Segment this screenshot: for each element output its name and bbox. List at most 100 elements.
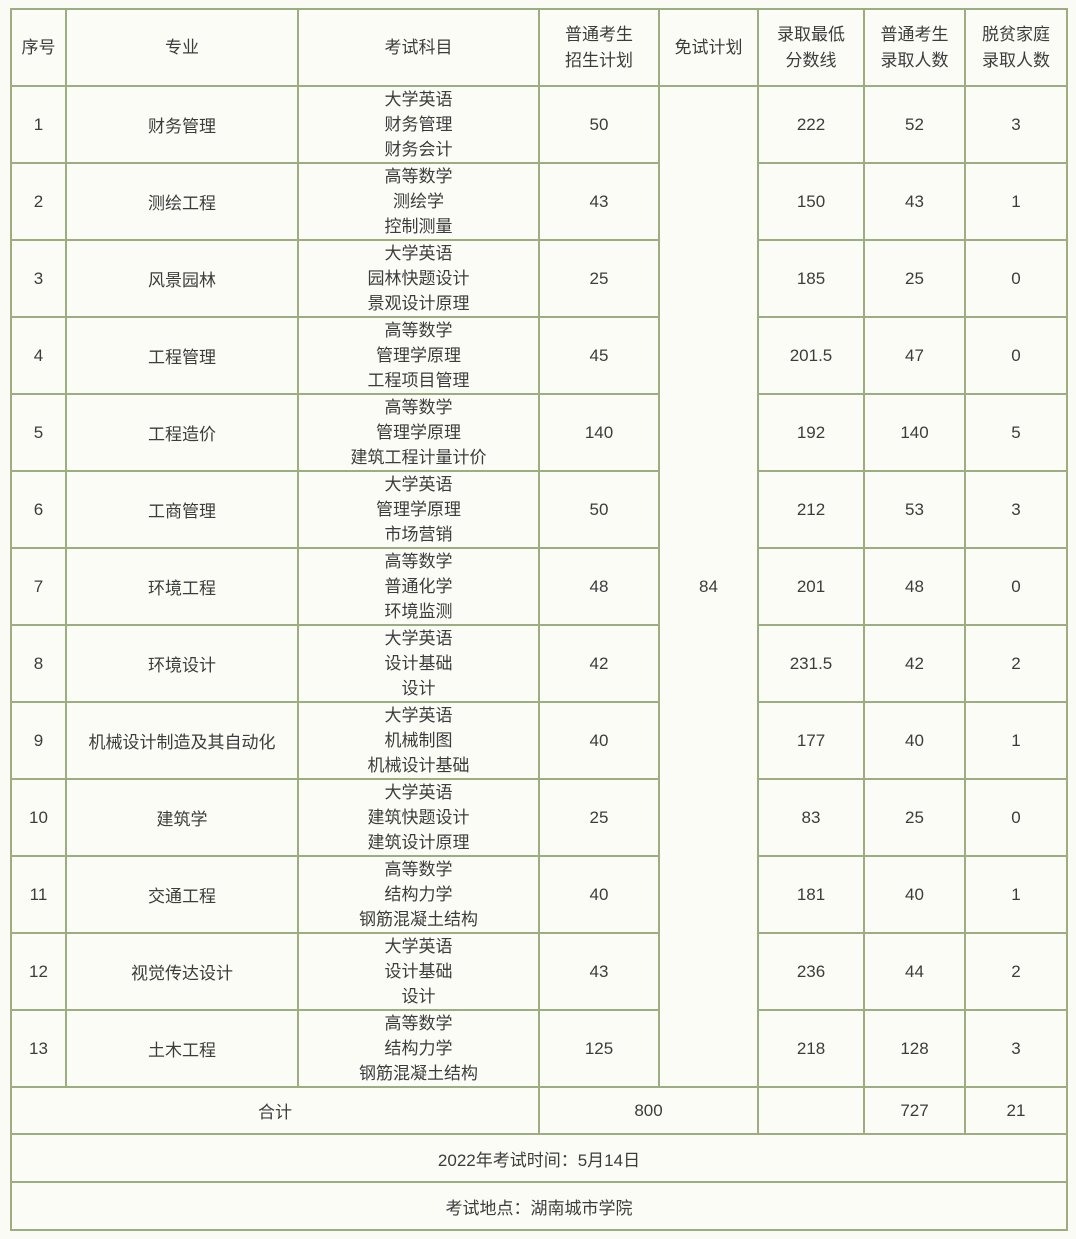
major-cell: 工商管理	[65, 470, 299, 549]
header-line: 分数线	[785, 50, 837, 70]
subject-line: 大学英语	[384, 629, 453, 648]
subject-line: 建筑工程计量计价	[350, 448, 487, 467]
poverty-cell: 0	[964, 239, 1068, 318]
major-cell: 交通工程	[65, 855, 299, 934]
header-min-score: 录取最低 分数线	[757, 8, 865, 87]
min-score-cell: 231.5	[757, 624, 865, 703]
no-cell: 5	[10, 393, 67, 472]
min-score-cell: 212	[757, 470, 865, 549]
subject-line: 高等数学	[384, 398, 453, 417]
major-cell: 环境工程	[65, 547, 299, 626]
admitted-cell: 25	[863, 778, 966, 857]
no-cell: 7	[10, 547, 67, 626]
admitted-cell: 40	[863, 701, 966, 780]
header-line: 录取最低	[777, 24, 845, 44]
min-score-cell: 185	[757, 239, 865, 318]
plan-cell: 25	[538, 239, 660, 318]
min-score-cell: 222	[757, 85, 865, 164]
subject-line: 管理学原理	[376, 346, 461, 365]
header-subjects: 考试科目	[297, 8, 540, 87]
table-row: 4 工程管理 高等数学 管理学原理 工程项目管理 45 201.5 47 0	[10, 316, 1068, 395]
subject-line: 设计	[401, 679, 436, 698]
subject-line: 大学英语	[384, 90, 453, 109]
header-line: 招生计划	[565, 50, 633, 70]
subject-line: 大学英语	[384, 244, 453, 263]
major-cell: 财务管理	[65, 85, 299, 164]
subject-line: 市场营销	[384, 525, 453, 544]
subject-line: 环境监测	[384, 602, 453, 621]
header-line: 免试计划	[674, 37, 743, 57]
admitted-cell: 44	[863, 932, 966, 1011]
subject-line: 钢筋混凝土结构	[359, 1064, 478, 1083]
header-admitted: 普通考生 录取人数	[863, 8, 966, 87]
major-cell: 建筑学	[65, 778, 299, 857]
admission-table: 序号 专业 考试科目 普通考生 招生计划 免试计划 录取最低 分数线 普通考生 录取人数 脱贫家庭录…	[10, 8, 1068, 1231]
subject-line: 机械设计基础	[367, 756, 470, 775]
subject-line: 机械制图	[384, 731, 453, 750]
subject-line: 高等数学	[384, 167, 453, 186]
min-score-cell: 83	[757, 778, 865, 857]
subject-line: 管理学原理	[376, 423, 461, 442]
major-cell: 土木工程	[65, 1009, 299, 1088]
no-cell: 1	[10, 85, 67, 164]
poverty-cell: 2	[964, 932, 1068, 1011]
total-admitted: 727	[863, 1086, 966, 1135]
admitted-cell: 128	[863, 1009, 966, 1088]
subject-line: 管理学原理	[376, 500, 461, 519]
subject-line: 结构力学	[384, 1039, 453, 1058]
total-row: 合计 800 727 21	[10, 1086, 1068, 1135]
subject-line: 大学英语	[384, 475, 453, 494]
poverty-cell: 1	[964, 701, 1068, 780]
header-exemption: 免试计划	[658, 8, 759, 87]
plan-cell: 48	[538, 547, 660, 626]
subject-line: 钢筋混凝土结构	[359, 910, 478, 929]
subject-line: 高等数学	[384, 860, 453, 879]
plan-cell: 25	[538, 778, 660, 857]
exam-location-row: 考试地点：湖南城市学院	[10, 1181, 1068, 1231]
total-poverty: 21	[964, 1086, 1068, 1135]
subjects-cell: 大学英语 建筑快题设计 建筑设计原理	[297, 778, 540, 857]
plan-cell: 45	[538, 316, 660, 395]
exam-time-row: 2022年考试时间：5月14日	[10, 1133, 1068, 1183]
subject-line: 高等数学	[384, 321, 453, 340]
subject-line: 设计	[401, 987, 436, 1006]
subjects-cell: 高等数学 普通化学 环境监测	[297, 547, 540, 626]
subjects-cell: 高等数学管理学原理建筑工程计量计价	[297, 393, 540, 472]
major-cell: 环境设计	[65, 624, 299, 703]
table-row: 6 工商管理 大学英语 管理学原理 市场营销 50 212 53 3	[10, 470, 1068, 549]
subject-line: 普通化学	[384, 577, 453, 596]
table-row: 5 工程造价 高等数学 管理学原理 建筑工程计量计价 140 192 140 5	[10, 393, 1068, 472]
no-cell: 10	[10, 778, 67, 857]
table-row: 12 视觉传达设计 大学英语 设计基础 设计 43 236 44 2	[10, 932, 1068, 1011]
subject-line: 景观设计原理	[367, 294, 470, 313]
subjects-cell: 高等数学 结构力学 钢筋混凝土结构	[297, 1009, 540, 1088]
subject-line: 控制测量	[384, 217, 453, 236]
subject-line: 大学英语	[384, 783, 453, 802]
plan-cell: 40	[538, 701, 660, 780]
admitted-cell: 42	[863, 624, 966, 703]
table-row: 7 环境工程 高等数学 普通化学 环境监测 48 201 48 0	[10, 547, 1068, 626]
admitted-cell: 52	[863, 85, 966, 164]
subject-line: 财务管理	[384, 115, 453, 134]
subject-line: 测绘学	[393, 192, 444, 211]
subjects-cell: 大学英语设计基础设计	[297, 624, 540, 703]
no-cell: 8	[10, 624, 67, 703]
header-line: 序号	[21, 37, 56, 57]
subjects-cell: 高等数学 管理学原理 工程项目管理	[297, 316, 540, 395]
poverty-cell: 3	[964, 1009, 1068, 1088]
plan-cell: 140	[538, 393, 660, 472]
admitted-cell: 140	[863, 393, 966, 472]
exam-time-text: 2022年考试时间：5月14日	[10, 1133, 1068, 1183]
major-cell: 测绘工程	[65, 162, 299, 241]
table-row: 11 交通工程 高等数学 结构力学 钢筋混凝土结构 40 181 40 1	[10, 855, 1068, 934]
total-min-score	[757, 1086, 865, 1135]
min-score-cell: 181	[757, 855, 865, 934]
plan-cell: 43	[538, 162, 660, 241]
subject-line: 设计基础	[384, 654, 453, 673]
poverty-cell: 3	[964, 470, 1068, 549]
exemption-plan-cell: 84	[658, 85, 759, 1088]
min-score-cell: 177	[757, 701, 865, 780]
subject-line: 建筑快题设计	[367, 808, 470, 827]
header-row: 序号 专业 考试科目 普通考生 招生计划 免试计划 录取最低 分数线 普通考生 录取人数 脱贫家庭录…	[10, 8, 1068, 87]
